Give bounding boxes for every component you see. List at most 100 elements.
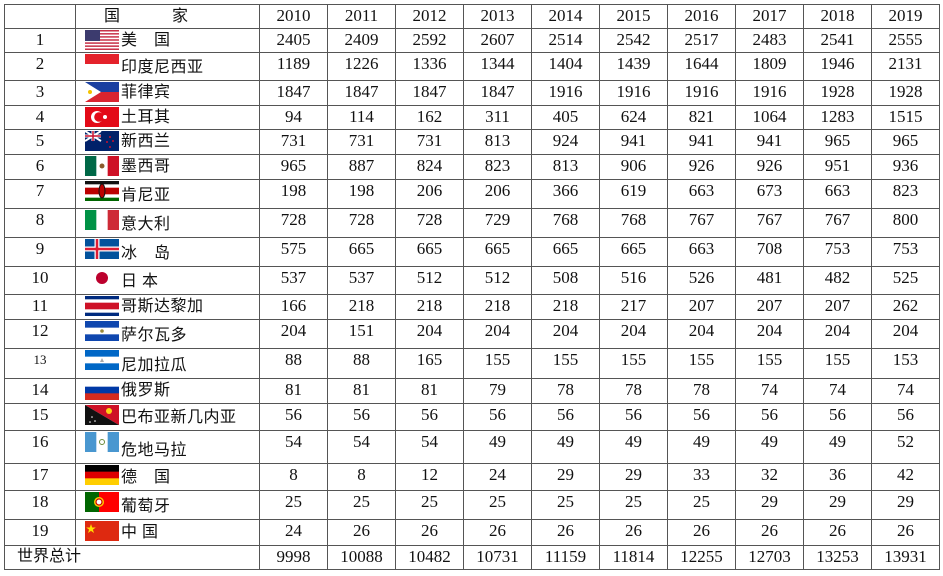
- value-cell: 78: [599, 378, 668, 404]
- year-header-cell: 2013: [463, 4, 532, 29]
- value-cell: 2483: [735, 28, 804, 53]
- rank-cell: 17: [4, 463, 76, 491]
- flag-nz-icon: [84, 130, 119, 154]
- value-cell: 24: [259, 519, 328, 546]
- rank-cell: 7: [4, 179, 76, 209]
- total-value-cell: 10482: [395, 545, 464, 570]
- value-cell: 12: [395, 463, 464, 491]
- value-cell: 29: [871, 490, 940, 520]
- value-cell: 525: [871, 266, 940, 295]
- total-value-cell: 13931: [871, 545, 940, 570]
- value-cell: 965: [259, 154, 328, 180]
- country-name: 冰 岛: [121, 245, 171, 262]
- value-cell: 2592: [395, 28, 464, 53]
- total-label-cell: 世界总计: [4, 545, 260, 570]
- rank-cell: 9: [4, 237, 76, 267]
- value-cell: 79: [463, 378, 532, 404]
- rank-cell: 14: [4, 378, 76, 404]
- value-cell: 2517: [667, 28, 736, 53]
- value-cell: 204: [871, 319, 940, 349]
- country-cell: 菲律宾: [75, 80, 260, 106]
- total-value-cell: 11159: [531, 545, 600, 570]
- value-cell: 1064: [735, 105, 804, 130]
- flag-tr-icon: [85, 107, 119, 129]
- value-cell: 1439: [599, 52, 668, 81]
- value-cell: 207: [735, 294, 804, 320]
- value-cell: 26: [531, 519, 600, 546]
- value-cell: 81: [259, 378, 328, 404]
- value-cell: 204: [599, 319, 668, 349]
- table-row: 12 萨尔瓦多 204 151 204 204 204 204 204 204 204 204: [4, 319, 940, 349]
- value-cell: 78: [667, 378, 736, 404]
- value-cell: 1916: [667, 80, 736, 106]
- value-cell: 155: [667, 348, 736, 379]
- country-name: 萨尔瓦多: [121, 327, 188, 344]
- table-row: 18 葡萄牙 25 25 25 25 25 25 25 29 29 29: [4, 490, 940, 520]
- rank-cell: 1: [4, 28, 76, 53]
- value-cell: 2542: [599, 28, 668, 53]
- country-name: 美 国: [121, 32, 171, 49]
- value-cell: 32: [735, 463, 804, 491]
- value-cell: 78: [531, 378, 600, 404]
- value-cell: 8: [327, 463, 396, 491]
- flag-de-icon: [85, 465, 119, 490]
- value-cell: 1515: [871, 105, 940, 130]
- country-cell: 肯尼亚: [75, 179, 260, 209]
- value-cell: 56: [259, 403, 328, 431]
- value-cell: 33: [667, 463, 736, 491]
- value-cell: 81: [395, 378, 464, 404]
- value-cell: 74: [735, 378, 804, 404]
- table-row: 4 土耳其 94 114 162 311 405 624 821 1064 1283 1515: [4, 105, 940, 130]
- value-cell: 155: [531, 348, 600, 379]
- value-cell: 81: [327, 378, 396, 404]
- value-cell: 218: [463, 294, 532, 320]
- value-cell: 151: [327, 319, 396, 349]
- rank-cell: 2: [4, 52, 76, 81]
- table-row: 19 中 国 24 26 26 26 26 26 26 26 26 26: [4, 519, 940, 546]
- value-cell: 663: [667, 237, 736, 267]
- value-cell: 207: [803, 294, 872, 320]
- value-cell: 941: [667, 129, 736, 155]
- value-cell: 165: [395, 348, 464, 379]
- value-cell: 1916: [531, 80, 600, 106]
- country-cell: 尼加拉瓜: [75, 348, 260, 379]
- value-cell: 731: [259, 129, 328, 155]
- value-cell: 52: [871, 430, 940, 464]
- value-cell: 88: [259, 348, 328, 379]
- total-row: 世界总计 9998 10088 10482 10731 11159 11814 12255 12…: [4, 545, 940, 570]
- country-cell: 萨尔瓦多: [75, 319, 260, 349]
- table-row: 8 意大利 728 728 728 729 768 768 767 767 767 800: [4, 208, 940, 238]
- value-cell: 2514: [531, 28, 600, 53]
- value-cell: 1189: [259, 52, 328, 81]
- value-cell: 29: [599, 463, 668, 491]
- value-cell: 2409: [327, 28, 396, 53]
- value-cell: 155: [463, 348, 532, 379]
- rank-cell: 8: [4, 208, 76, 238]
- value-cell: 1644: [667, 52, 736, 81]
- value-cell: 482: [803, 266, 872, 295]
- value-cell: 767: [735, 208, 804, 238]
- value-cell: 906: [599, 154, 668, 180]
- value-cell: 2541: [803, 28, 872, 53]
- value-cell: 166: [259, 294, 328, 320]
- value-cell: 29: [735, 490, 804, 520]
- value-cell: 26: [667, 519, 736, 546]
- flag-it-icon: [85, 210, 120, 236]
- value-cell: 29: [803, 490, 872, 520]
- country-header-cell: 国 家: [75, 4, 260, 29]
- value-cell: 25: [599, 490, 668, 520]
- value-cell: 56: [667, 403, 736, 431]
- value-cell: 49: [599, 430, 668, 464]
- value-cell: 768: [531, 208, 600, 238]
- country-header-label: 国 家: [104, 8, 207, 25]
- value-cell: 155: [735, 348, 804, 379]
- year-header-cell: 2012: [395, 4, 464, 29]
- value-cell: 26: [327, 519, 396, 546]
- value-cell: 56: [327, 403, 396, 431]
- country-name: 菲律宾: [121, 84, 171, 101]
- value-cell: 1847: [395, 80, 464, 106]
- value-cell: 74: [803, 378, 872, 404]
- country-name: 意大利: [121, 216, 171, 233]
- value-cell: 516: [599, 266, 668, 295]
